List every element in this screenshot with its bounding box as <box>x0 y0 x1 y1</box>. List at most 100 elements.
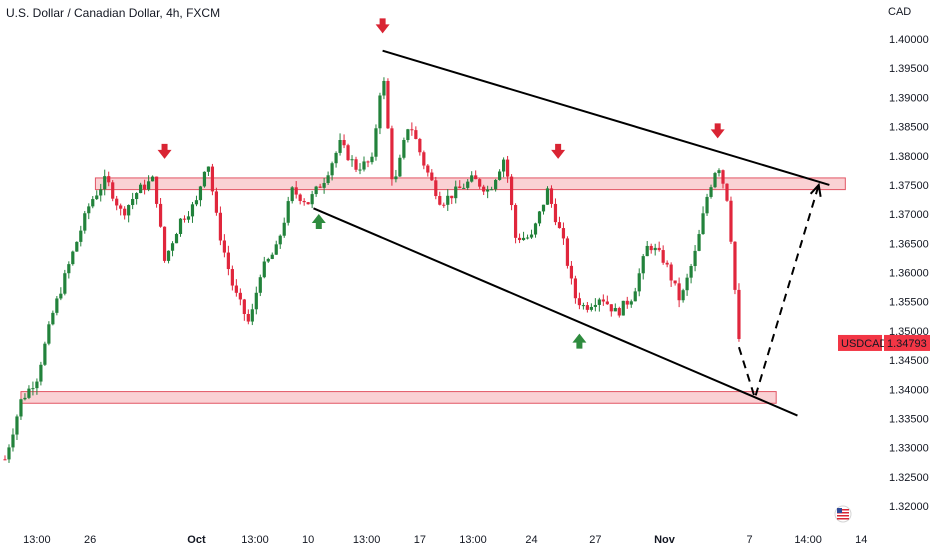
candle-body <box>35 381 39 389</box>
y-tick-label: 1.40000 <box>889 34 929 46</box>
y-tick-label: 1.35000 <box>889 326 929 338</box>
flag-stripe <box>837 518 849 520</box>
candle-body <box>214 191 219 213</box>
candle-body <box>370 156 374 163</box>
candle-body <box>677 283 681 301</box>
candle-body <box>669 264 673 281</box>
y-tick-label: 1.39500 <box>889 63 929 75</box>
up-arrow-icon <box>311 213 326 229</box>
candle-body <box>617 308 621 316</box>
candle-body <box>19 399 23 417</box>
y-tick-label: 1.37500 <box>889 180 929 192</box>
candle-body <box>166 250 171 261</box>
candle-body <box>103 176 107 190</box>
candle-body <box>7 447 11 460</box>
candle-body <box>146 181 151 190</box>
candle-body <box>266 258 270 262</box>
candle-body <box>478 179 482 187</box>
candle-body <box>661 250 665 263</box>
candle-body <box>382 80 386 96</box>
candle-body <box>87 206 91 214</box>
candle-body <box>509 176 514 206</box>
candle-body <box>402 139 406 158</box>
candle-body <box>378 95 382 129</box>
candle-body <box>210 166 215 192</box>
candle-body <box>238 292 242 300</box>
candle-body <box>565 238 570 266</box>
candle-body <box>533 223 538 235</box>
down-arrow-icon <box>375 18 390 34</box>
y-axis: 1.40000 1.39500 1.39000 1.38500 1.38000 1.375… <box>889 34 929 513</box>
x-tick-label: 13:00 <box>23 534 51 546</box>
y-tick-label: 1.39000 <box>889 92 929 104</box>
candle-body <box>3 459 7 461</box>
candle-body <box>178 218 183 234</box>
x-tick-label: 24 <box>525 534 537 546</box>
candle-body <box>681 290 685 301</box>
candle-body <box>426 165 430 173</box>
candle-body <box>406 129 410 140</box>
candle-body <box>302 200 306 203</box>
candle-body <box>158 203 163 227</box>
x-tick-label: 14 <box>855 534 867 546</box>
markers-layer <box>157 18 725 349</box>
projection-path <box>737 184 820 402</box>
candle-body <box>139 184 143 194</box>
candle-body <box>350 159 354 161</box>
candle-body <box>202 171 207 187</box>
down-arrow-icon <box>157 143 172 159</box>
flag-icon[interactable] <box>834 505 852 523</box>
candle-body <box>246 313 250 322</box>
candle-body <box>127 205 131 216</box>
currency-label: CAD <box>888 6 912 18</box>
flag-stripe <box>837 509 849 511</box>
x-tick-label: 13:00 <box>241 534 269 546</box>
candle-body <box>326 175 330 184</box>
candle-body <box>513 205 518 238</box>
candle-body <box>119 205 123 209</box>
candle-body <box>705 196 709 214</box>
candle-body <box>63 273 67 294</box>
candle-body <box>123 208 127 216</box>
candle-body <box>15 416 19 435</box>
candle-body <box>55 298 59 313</box>
candle-body <box>561 228 566 239</box>
candle-body <box>322 183 326 188</box>
candle-body <box>174 233 179 244</box>
candle-body <box>438 196 442 205</box>
candle-body <box>729 200 733 242</box>
candle-body <box>294 187 298 195</box>
candle-body <box>242 299 246 314</box>
candles-layer <box>3 77 741 463</box>
candle-body <box>115 198 119 206</box>
y-tick-label: 1.33000 <box>889 443 929 455</box>
candle-body <box>454 186 458 199</box>
x-tick-label: Nov <box>654 534 676 546</box>
candle-body <box>482 186 486 192</box>
candle-body <box>394 176 398 180</box>
candle-body <box>330 163 334 176</box>
trendline <box>382 49 830 186</box>
candle-body <box>442 204 446 206</box>
last-price-bg <box>884 334 930 351</box>
candle-body <box>282 222 286 236</box>
candle-body <box>310 194 314 205</box>
candle-body <box>430 172 434 181</box>
candle-body <box>274 244 278 255</box>
candle-body <box>31 388 35 390</box>
candle-body <box>338 140 342 153</box>
candle-body <box>605 301 609 305</box>
candle-body <box>645 245 649 257</box>
candle-body <box>498 171 502 180</box>
candle-body <box>609 304 613 312</box>
x-tick-label: 13:00 <box>459 534 487 546</box>
candle-body <box>549 188 554 204</box>
candle-body <box>218 212 222 241</box>
candle-body <box>585 305 589 310</box>
candle-body <box>737 289 741 339</box>
flag-stripe <box>837 512 849 514</box>
candle-body <box>362 161 366 170</box>
candle-body <box>462 187 466 189</box>
candle-body <box>693 250 697 267</box>
